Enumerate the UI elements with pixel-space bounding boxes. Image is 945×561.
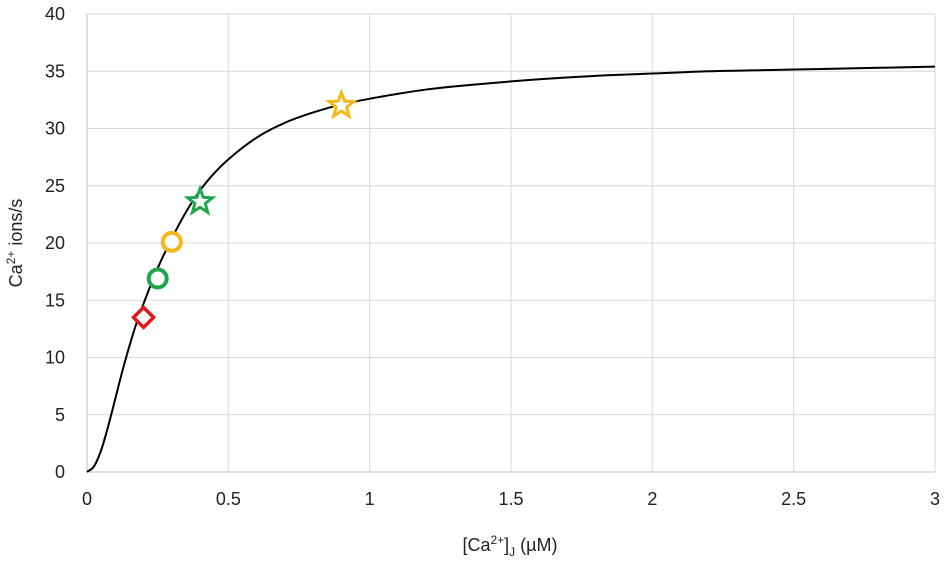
- y-tick-label: 15: [45, 290, 65, 310]
- star-marker: [325, 88, 358, 120]
- x-tick-label: 0: [82, 489, 92, 509]
- y-tick-label: 20: [45, 233, 65, 253]
- marker-layer: [131, 88, 358, 330]
- y-tick-label: 30: [45, 119, 65, 139]
- tick-labels: 0 5 10 15 20 25 30 35 40 0 0.5 1 1.5 2 2.5 3: [45, 4, 940, 509]
- y-tick-label: 35: [45, 61, 65, 81]
- x-tick-label: 0.5: [216, 489, 241, 509]
- diamond-marker: [131, 304, 157, 330]
- star-marker: [183, 184, 217, 216]
- y-tick-label: 25: [45, 176, 65, 196]
- x-tick-label: 2.5: [781, 489, 806, 509]
- x-tick-label: 1: [365, 489, 375, 509]
- axes: [86, 14, 935, 473]
- grid: [87, 13, 936, 472]
- saturation-curve: [86, 65, 936, 473]
- y-axis-title: Ca2+ ions/s: [4, 199, 26, 288]
- circle-marker: [160, 230, 183, 253]
- x-tick-label: 2: [647, 489, 657, 509]
- x-tick-label: 1.5: [498, 489, 523, 509]
- y-tick-label: 10: [45, 348, 65, 368]
- curve-layer: [86, 65, 936, 473]
- x-tick-label: 3: [930, 489, 940, 509]
- circle-marker: [146, 267, 169, 290]
- x-axis-title: [Ca2+]J (µM): [462, 533, 557, 559]
- y-tick-label: 5: [55, 405, 65, 425]
- y-tick-label: 40: [45, 4, 65, 24]
- y-tick-label: 0: [55, 462, 65, 482]
